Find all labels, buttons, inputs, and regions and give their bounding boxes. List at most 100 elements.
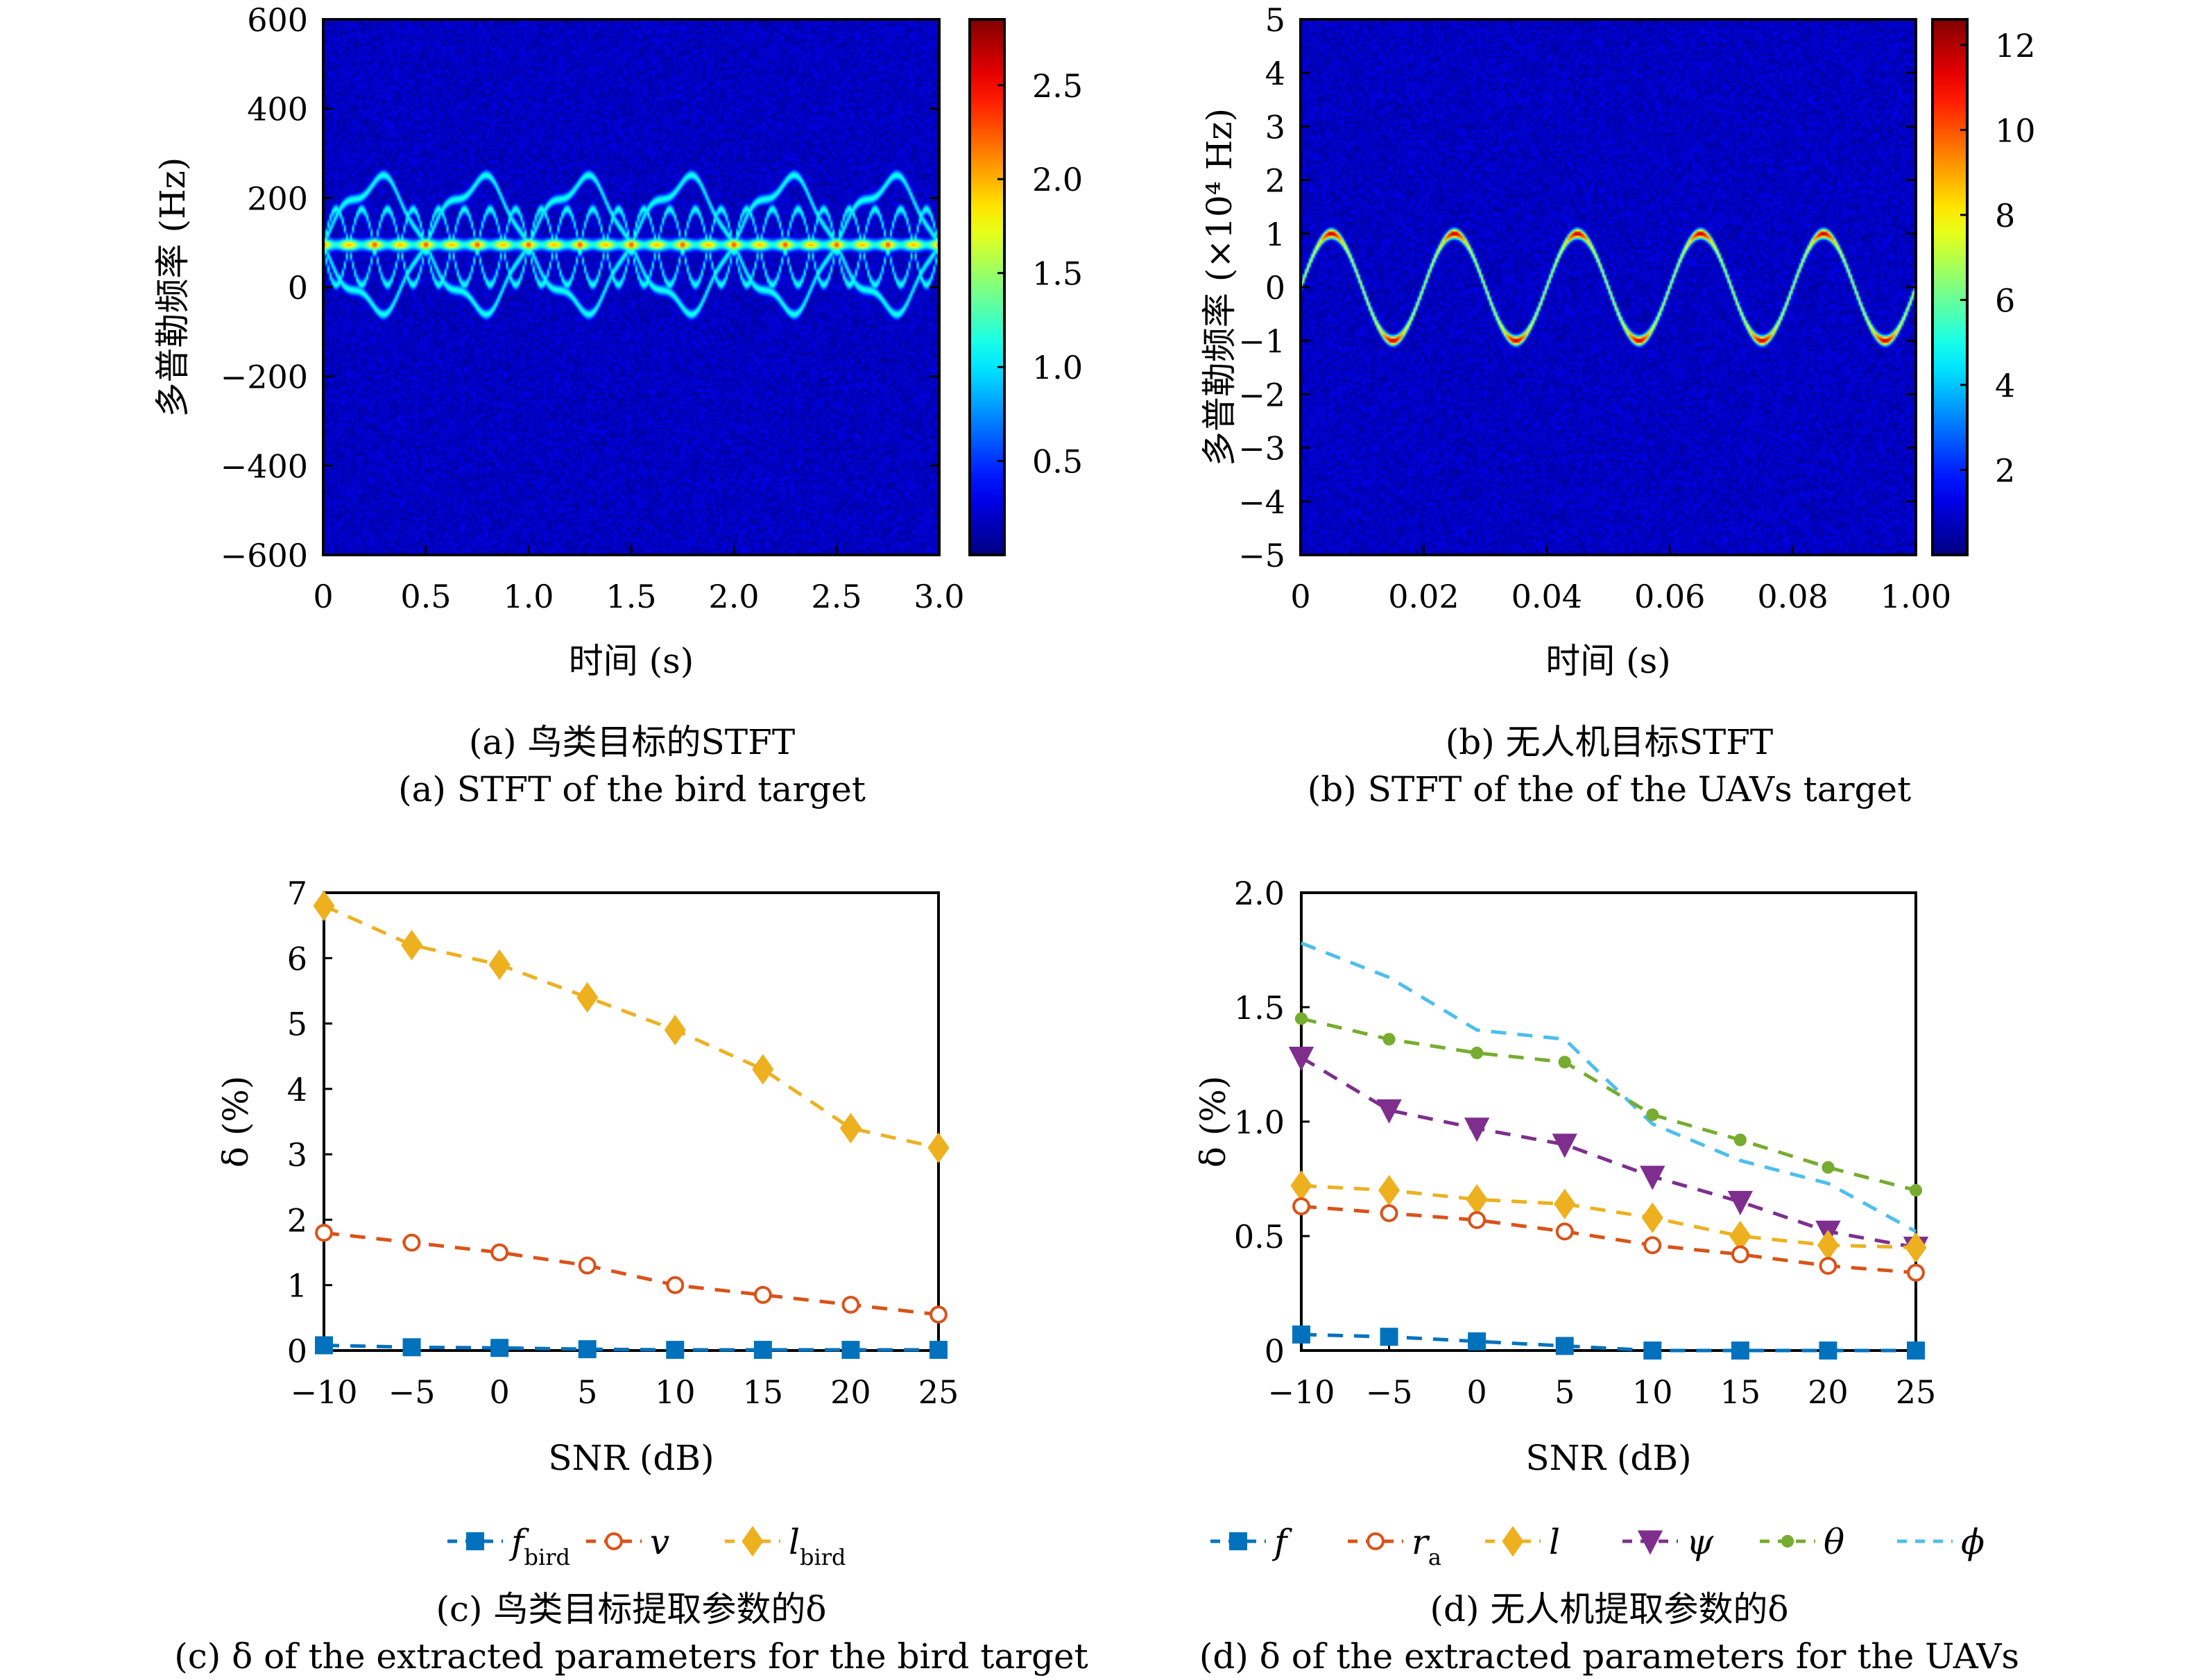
data-point-c-0 <box>841 1341 860 1360</box>
data-point-d-4 <box>1646 1108 1659 1122</box>
colorbar-a <box>968 18 1006 556</box>
y-tick-label-b: 5 <box>1265 1 1285 39</box>
x-tick-label-d: 0 <box>1467 1373 1487 1411</box>
x-tick-label-c: −10 <box>290 1373 357 1411</box>
legend-marker-d <box>1502 1525 1524 1557</box>
legend-label-d: ϕ <box>1961 1522 1985 1562</box>
x-axis-label-d: SNR (dB) <box>1525 1438 1691 1478</box>
y-axis-label-b: 多普勒频率 (×10⁴ Hz) <box>1199 108 1240 466</box>
x-tick-label-b: 0.06 <box>1634 578 1705 615</box>
legend-entry-c-2: lbird <box>725 1522 846 1570</box>
x-tick-label-d: 20 <box>1808 1373 1849 1411</box>
data-point-c-0 <box>490 1339 509 1357</box>
y-tick-label-b: −4 <box>1238 483 1285 521</box>
legend-marker-d <box>1366 1532 1385 1550</box>
data-point-c-2 <box>313 890 335 921</box>
x-tick-label-b: 0 <box>1290 578 1310 615</box>
y-axis-label-a: 多普勒频率 (Hz) <box>153 157 193 418</box>
y-tick-label-c: 0 <box>287 1332 307 1370</box>
data-point-c-1 <box>929 1305 948 1324</box>
caption-c: (c) 鸟类目标提取参数的δ (c) δ of the extracted pa… <box>146 1586 1117 1680</box>
data-point-d-0 <box>1643 1342 1662 1360</box>
line-chart-c: 0 1 2 3 4 5 6 7 −10 −5 0 5 10 15 20 25 SNR (dB) δ (%) fbir… <box>216 875 959 1570</box>
data-point-d-0 <box>1731 1342 1749 1360</box>
series-line-d-0 <box>1301 1332 1916 1353</box>
legend-d: f ra l ψ θ ϕ <box>1210 1522 1985 1570</box>
caption-b: (b) 无人机目标STFT (b) STFT of the of the UAV… <box>1301 719 1918 813</box>
data-point-c-1 <box>490 1243 509 1262</box>
caption-d-cn: (d) 无人机提取参数的δ <box>1430 1589 1789 1629</box>
x-tick-label-c: 20 <box>830 1373 871 1411</box>
data-point-d-4 <box>1471 1046 1484 1060</box>
plot-frame-d <box>1300 891 1917 1352</box>
y-tick-label-a: 400 <box>247 91 308 128</box>
legend-label-c: fbird <box>508 1522 570 1570</box>
y-tick-label-a: 600 <box>247 1 308 39</box>
colorbar-tick-label-b: 8 <box>1995 197 2015 234</box>
legend-c: fbird v lbird <box>447 1522 846 1570</box>
x-tick-label-a: 1.5 <box>606 578 656 615</box>
colorbar-tick-label-a: 1.5 <box>1032 255 1083 293</box>
y-tick-label-c: 5 <box>287 1006 307 1043</box>
data-point-c-2 <box>664 1014 686 1046</box>
data-point-c-1 <box>315 1224 333 1242</box>
data-point-d-2 <box>1817 1230 1840 1261</box>
y-tick-label-a: −600 <box>221 537 308 574</box>
y-tick-label-b: 2 <box>1265 162 1285 200</box>
y-tick-label-c: 2 <box>287 1201 307 1239</box>
data-point-d-0 <box>1468 1332 1486 1351</box>
data-point-d-2 <box>1378 1174 1400 1206</box>
x-tick-label-b: 1.00 <box>1880 578 1951 615</box>
data-point-d-2 <box>1554 1188 1576 1219</box>
data-point-c-2 <box>752 1054 774 1085</box>
line-chart-d: 0 0.5 1.0 1.5 2.0 −10 −5 0 5 10 15 20 25 SNR (dB) δ (%… <box>1193 875 1985 1570</box>
caption-c-cn: (c) 鸟类目标提取参数的δ <box>436 1589 827 1629</box>
y-tick-label-d: 0.5 <box>1234 1218 1285 1255</box>
series-line-c-2 <box>323 904 939 1150</box>
y-tick-label-d: 0 <box>1265 1332 1285 1370</box>
x-tick-label-d: −5 <box>1366 1373 1413 1411</box>
y-tick-label-c: 6 <box>287 940 307 977</box>
data-point-d-4 <box>1733 1133 1747 1147</box>
legend-entry-d-4: θ <box>1760 1522 1844 1562</box>
x-tick-label-b: 0.04 <box>1511 578 1582 615</box>
spectrogram-image-a <box>323 19 939 555</box>
x-tick-label-d: 15 <box>1720 1373 1761 1411</box>
data-point-c-1 <box>666 1276 685 1294</box>
colorbar-tick-label-a: 2.5 <box>1032 67 1083 105</box>
x-tick-label-d: 25 <box>1896 1373 1937 1411</box>
data-point-d-3 <box>1727 1190 1754 1215</box>
y-axis-label-d: δ (%) <box>1193 1076 1233 1168</box>
legend-label-d: ψ <box>1686 1522 1714 1562</box>
colorbar-tick-label-b: 2 <box>1995 452 2015 489</box>
y-tick-label-d: 1.5 <box>1234 989 1285 1027</box>
x-tick-label-a: 2.0 <box>708 578 759 615</box>
series-line-d-1 <box>1301 1204 1917 1275</box>
legend-entry-d-5: ϕ <box>1897 1522 1985 1562</box>
data-point-c-1 <box>841 1296 860 1314</box>
data-point-d-2 <box>1729 1220 1751 1252</box>
legend-marker-c <box>742 1525 764 1557</box>
caption-a: (a) 鸟类目标的STFT (a) STFT of the bird targe… <box>323 719 941 813</box>
colorbar-tick-label-a: 1.0 <box>1032 349 1083 386</box>
data-point-d-4 <box>1822 1160 1835 1174</box>
legend-label-d: ra <box>1412 1522 1441 1570</box>
legend-marker-c <box>605 1532 623 1550</box>
colorbar-b <box>1931 18 1969 556</box>
data-point-c-2 <box>927 1132 950 1163</box>
data-point-d-4 <box>1558 1056 1571 1069</box>
data-point-d-3 <box>1640 1165 1665 1190</box>
data-point-d-1 <box>1731 1245 1749 1264</box>
y-tick-label-a: 0 <box>288 269 308 307</box>
y-tick-label-b: 1 <box>1265 216 1285 253</box>
caption-c-en: (c) δ of the extracted parameters for th… <box>174 1636 1088 1677</box>
y-tick-label-b: 0 <box>1265 269 1285 307</box>
legend-marker-d <box>1637 1530 1663 1555</box>
data-point-d-4 <box>1294 1012 1308 1025</box>
data-point-c-2 <box>488 949 511 980</box>
y-tick-label-c: 1 <box>287 1267 307 1305</box>
y-tick-label-c: 4 <box>287 1071 307 1108</box>
data-point-d-3 <box>1464 1117 1490 1142</box>
